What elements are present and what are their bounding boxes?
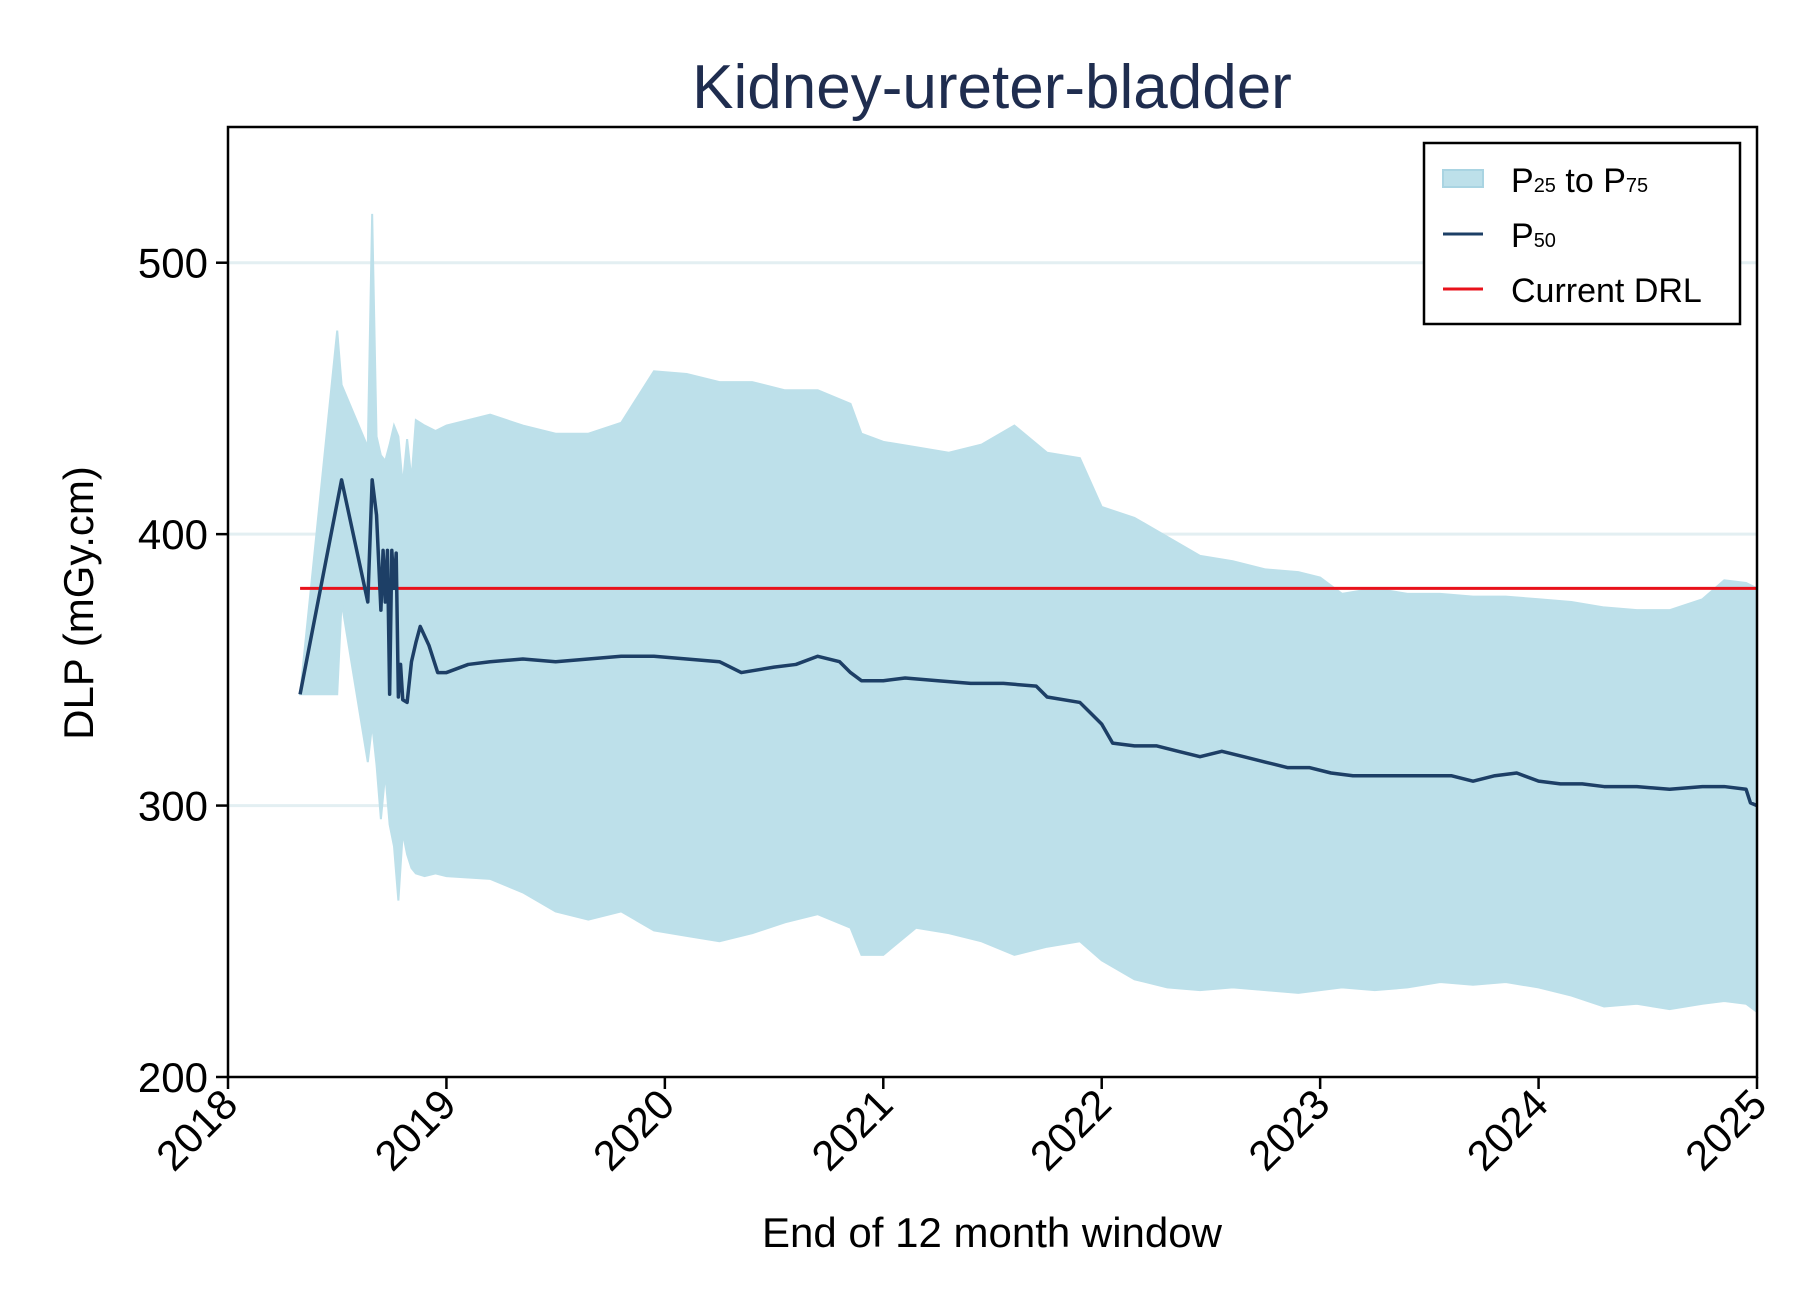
y-tick-label: 400 (138, 511, 208, 558)
chart: Kidney-ureter-bladder 200300400500 2018 2… (0, 0, 1804, 1312)
chart-title: Kidney-ureter-bladder (692, 53, 1292, 122)
y-axis-label: DLP (mGy.cm) (55, 466, 102, 740)
legend-swatch-band (1443, 170, 1483, 187)
y-tick-label: 200 (138, 1054, 208, 1101)
legend-label-drl: Current DRL (1511, 272, 1702, 310)
y-tick-label: 300 (138, 783, 208, 830)
x-axis-label: End of 12 month window (762, 1209, 1223, 1256)
y-tick-label: 500 (138, 240, 208, 287)
legend: P25 to P75 P50 Current DRL (1424, 143, 1740, 324)
